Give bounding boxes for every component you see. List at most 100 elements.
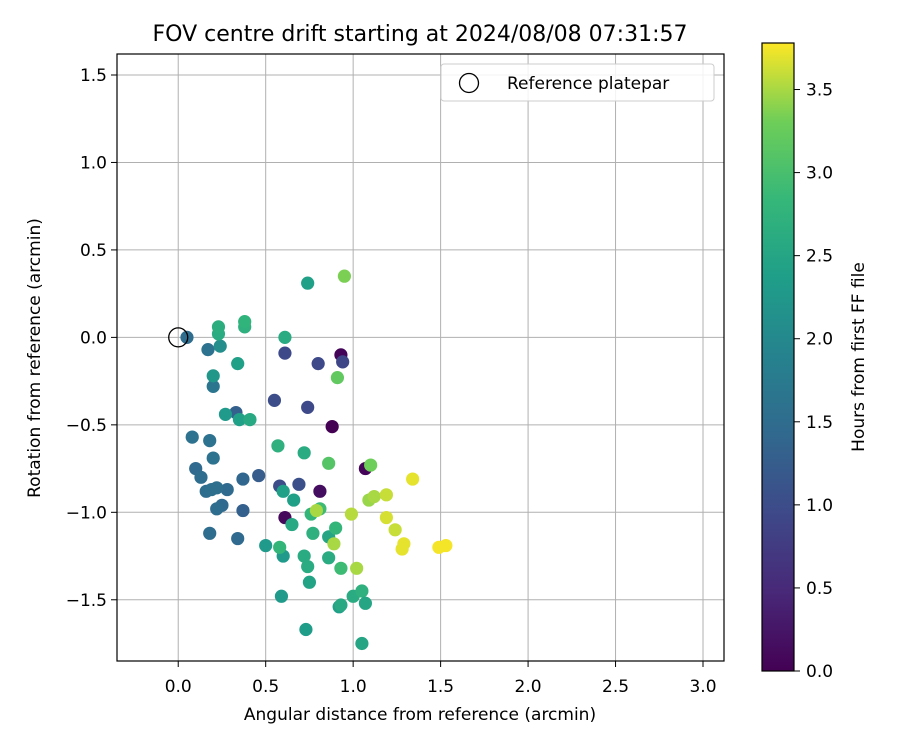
y-tick-label: −1.0 bbox=[66, 503, 107, 523]
data-point bbox=[278, 330, 292, 344]
data-point bbox=[367, 489, 381, 504]
data-point bbox=[274, 589, 289, 603]
y-axis-title: Rotation from reference (arcmin) bbox=[25, 218, 45, 498]
data-point bbox=[273, 540, 287, 554]
data-point bbox=[278, 346, 292, 360]
colorbar-tick-label: 2.5 bbox=[806, 247, 833, 267]
data-point bbox=[306, 526, 320, 540]
colorbar-tick-label: 3.5 bbox=[806, 81, 833, 101]
x-tick-label: 2.0 bbox=[515, 677, 542, 697]
data-point bbox=[311, 357, 325, 371]
data-point bbox=[325, 419, 339, 434]
data-point bbox=[406, 472, 420, 486]
data-point bbox=[397, 537, 411, 551]
data-point bbox=[330, 371, 345, 385]
x-axis-title: Angular distance from reference (arcmin) bbox=[244, 705, 596, 725]
data-point bbox=[206, 451, 220, 465]
colorbar-tick-label: 1.0 bbox=[806, 496, 833, 516]
legend-marker-icon bbox=[458, 72, 480, 94]
data-point bbox=[379, 510, 393, 525]
data-point bbox=[201, 343, 215, 357]
data-point bbox=[211, 320, 226, 334]
data-point bbox=[185, 430, 199, 444]
data-point bbox=[218, 407, 233, 421]
data-point bbox=[355, 636, 369, 651]
data-point bbox=[334, 598, 348, 612]
data-point bbox=[301, 400, 315, 414]
data-point bbox=[379, 488, 393, 502]
data-point bbox=[297, 446, 311, 460]
data-point bbox=[206, 379, 220, 393]
data-point bbox=[210, 502, 224, 516]
data-point bbox=[194, 470, 208, 484]
colorbar: 0.0 0.5 1.0 1.5 2.0 2.5 3.0 3.5 Hours from firs… bbox=[761, 42, 869, 682]
data-point bbox=[309, 503, 324, 518]
colorbar-gradient bbox=[761, 42, 795, 672]
data-point bbox=[336, 355, 350, 369]
data-point bbox=[236, 472, 250, 486]
data-point bbox=[220, 482, 234, 497]
grid-lines bbox=[117, 54, 724, 661]
data-point bbox=[301, 276, 315, 290]
data-point bbox=[203, 526, 217, 540]
colorbar-axis: 0.0 0.5 1.0 1.5 2.0 2.5 3.0 3.5 bbox=[794, 81, 833, 682]
data-point bbox=[231, 531, 245, 546]
data-point bbox=[350, 561, 364, 575]
reference-marker bbox=[168, 327, 189, 348]
data-point bbox=[344, 507, 359, 521]
plot-frame bbox=[116, 53, 725, 662]
data-point bbox=[252, 468, 266, 483]
x-tick-label: 2.5 bbox=[602, 677, 629, 697]
x-tick-label: 1.5 bbox=[427, 677, 454, 697]
data-point bbox=[243, 412, 257, 427]
chart-title: FOV centre drift starting at 2024/08/08 … bbox=[153, 22, 688, 47]
data-point bbox=[313, 484, 327, 498]
data-point bbox=[206, 369, 220, 383]
data-point bbox=[364, 458, 378, 472]
data-point bbox=[232, 412, 247, 427]
data-points bbox=[180, 269, 453, 651]
data-point bbox=[302, 575, 317, 589]
data-point bbox=[236, 503, 250, 518]
x-tick-label: 0.0 bbox=[165, 677, 192, 697]
data-point bbox=[299, 622, 313, 637]
data-point bbox=[271, 439, 285, 453]
data-point bbox=[297, 549, 311, 563]
x-tick-label: 3.0 bbox=[689, 677, 716, 697]
data-point bbox=[355, 584, 369, 598]
data-point bbox=[259, 538, 273, 553]
colorbar-tick-label: 3.0 bbox=[806, 164, 833, 184]
y-tick-label: −0.5 bbox=[66, 416, 107, 436]
data-point bbox=[439, 538, 453, 553]
y-tick-label: −1.5 bbox=[66, 591, 107, 611]
data-point bbox=[210, 481, 224, 495]
y-tick-label: 1.0 bbox=[80, 153, 107, 173]
colorbar-tick-label: 1.5 bbox=[806, 413, 833, 433]
colorbar-tick-label: 2.0 bbox=[806, 330, 833, 350]
legend-label: Reference platepar bbox=[507, 74, 669, 94]
x-tick-label: 0.5 bbox=[252, 677, 279, 697]
y-tick-label: 0.5 bbox=[80, 241, 107, 261]
data-point bbox=[358, 596, 372, 610]
data-point bbox=[388, 523, 402, 537]
data-point bbox=[327, 537, 341, 551]
data-point bbox=[213, 339, 227, 353]
colorbar-title: Hours from first FF file bbox=[849, 262, 869, 452]
reference-platepar-marker bbox=[168, 327, 189, 348]
data-point bbox=[180, 330, 194, 344]
y-tick-label: 1.5 bbox=[80, 66, 107, 86]
data-point bbox=[322, 456, 336, 470]
data-point bbox=[329, 521, 343, 535]
data-point bbox=[334, 561, 348, 575]
data-point bbox=[322, 551, 336, 565]
data-point bbox=[238, 315, 252, 329]
colorbar-tick-label: 0.0 bbox=[806, 662, 833, 682]
legend: Reference platepar bbox=[440, 63, 715, 102]
data-point bbox=[287, 493, 301, 507]
data-point bbox=[301, 559, 315, 574]
data-point bbox=[337, 269, 352, 283]
data-point bbox=[276, 484, 290, 498]
data-point bbox=[203, 433, 217, 448]
y-axis: −1.5 −1.0 −0.5 0.0 0.5 1.0 1.5 bbox=[66, 66, 117, 611]
